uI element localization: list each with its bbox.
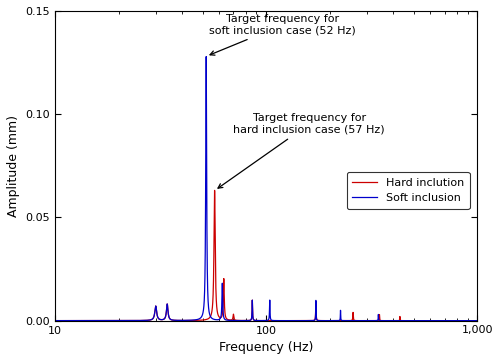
Soft inclusion xyxy=(320,318,326,323)
Hard inclution xyxy=(474,318,480,323)
Soft inclusion xyxy=(474,318,480,323)
Soft inclusion xyxy=(205,295,211,300)
Soft inclusion xyxy=(52,318,58,323)
Hard inclution xyxy=(205,317,211,321)
Legend: Hard inclution, Soft inclusion: Hard inclution, Soft inclusion xyxy=(347,172,470,209)
Hard inclution xyxy=(212,188,218,192)
Hard inclution xyxy=(365,318,371,323)
Hard inclution xyxy=(302,318,308,323)
Hard inclution xyxy=(388,318,394,323)
Hard inclution xyxy=(52,318,58,323)
X-axis label: Frequency (Hz): Frequency (Hz) xyxy=(219,341,314,354)
Text: Target frequency for
hard inclusion case (57 Hz): Target frequency for hard inclusion case… xyxy=(218,113,385,188)
Line: Soft inclusion: Soft inclusion xyxy=(55,57,478,321)
Line: Hard inclution: Hard inclution xyxy=(55,190,478,321)
Text: Target frequency for
soft inclusion case (52 Hz): Target frequency for soft inclusion case… xyxy=(210,14,356,55)
Soft inclusion xyxy=(73,318,79,323)
Soft inclusion xyxy=(203,55,209,59)
Soft inclusion xyxy=(388,318,394,323)
Soft inclusion xyxy=(365,318,371,323)
Hard inclution xyxy=(73,318,79,323)
Soft inclusion xyxy=(302,318,308,323)
Hard inclution xyxy=(320,318,326,323)
Y-axis label: Amplitude (mm): Amplitude (mm) xyxy=(7,115,20,217)
